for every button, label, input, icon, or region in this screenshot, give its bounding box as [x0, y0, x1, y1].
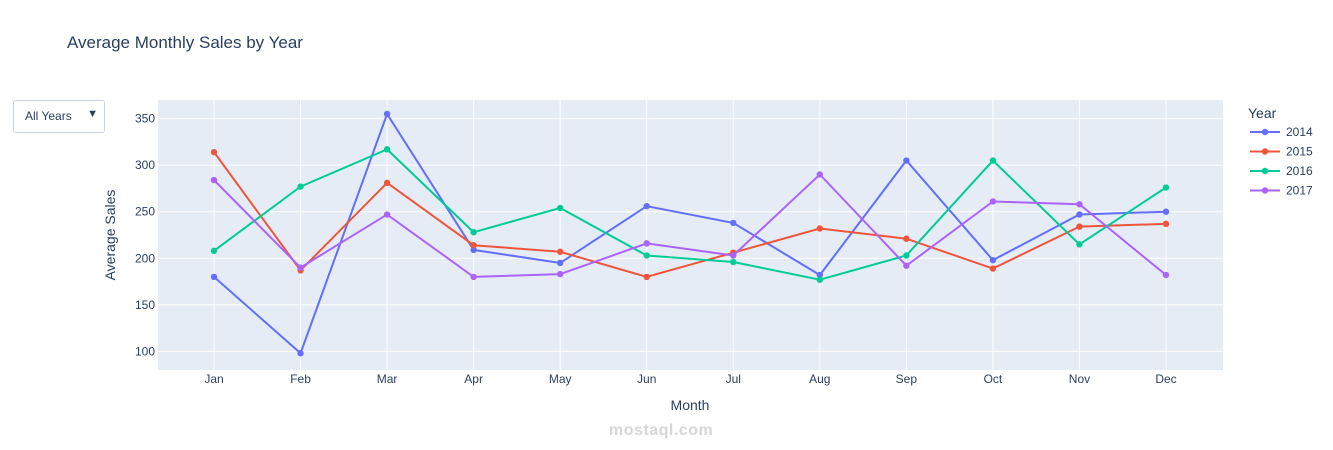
legend-marker	[1261, 167, 1269, 175]
data-point	[989, 265, 997, 272]
y-tick-label: 250	[135, 205, 155, 219]
x-tick-label: Nov	[1069, 372, 1090, 386]
legend-item-2015[interactable]: 2015	[1250, 145, 1313, 159]
series-line-2017	[213, 173, 1167, 278]
legend-item-2016[interactable]: 2016	[1250, 164, 1313, 178]
data-point	[297, 183, 304, 190]
data-point	[816, 225, 824, 232]
data-point	[556, 204, 564, 212]
data-point	[989, 157, 997, 164]
data-point	[816, 271, 824, 279]
y-tick-label: 350	[135, 112, 155, 126]
data-point	[1076, 201, 1083, 208]
data-point	[383, 110, 391, 118]
data-point	[903, 262, 910, 269]
data-point	[470, 273, 477, 281]
x-tick-label: Jul	[726, 372, 741, 386]
data-point	[730, 219, 737, 227]
data-point	[903, 235, 910, 242]
data-point	[383, 146, 391, 153]
watermark: mostaql.com	[609, 422, 714, 439]
x-tick-label: Apr	[464, 372, 483, 386]
data-point	[1162, 271, 1170, 279]
legend-marker	[1261, 128, 1269, 136]
series-line-2014	[213, 111, 1167, 355]
legend-marker	[1261, 148, 1269, 155]
data-point	[730, 258, 737, 266]
data-point	[556, 259, 564, 267]
data-point	[556, 270, 564, 278]
x-axis-title: Month	[671, 397, 710, 413]
data-point	[470, 229, 477, 236]
series-lines	[210, 110, 1170, 357]
x-tick-label: Mar	[377, 372, 398, 386]
data-point	[643, 252, 650, 259]
legend-marker	[1261, 187, 1269, 194]
legend-item-2014[interactable]: 2014	[1250, 125, 1313, 139]
data-point	[1076, 223, 1083, 230]
data-point	[989, 256, 997, 264]
series-2017	[210, 171, 1170, 281]
data-point	[643, 202, 650, 210]
data-point	[1076, 241, 1083, 248]
data-point	[470, 242, 477, 249]
data-point	[1076, 211, 1083, 218]
data-point	[210, 176, 218, 184]
y-axis-title: Average Sales	[102, 190, 118, 281]
legend-label: 2016	[1286, 164, 1313, 178]
y-tick-label: 150	[135, 298, 155, 312]
data-point	[643, 240, 650, 247]
x-tick-label: May	[549, 372, 572, 386]
series-line-2016	[213, 148, 1167, 281]
y-axis: 100 150 200 250 300 350	[135, 112, 155, 359]
data-point	[903, 252, 910, 259]
y-tick-label: 100	[135, 344, 155, 358]
data-point	[1162, 184, 1170, 191]
year-filter-selected-label: All Years	[25, 109, 72, 123]
x-tick-label: Aug	[809, 372, 830, 386]
legend-label: 2014	[1286, 125, 1313, 139]
data-point	[556, 248, 564, 255]
x-tick-label: Jan	[204, 372, 223, 386]
legend-title: Year	[1248, 105, 1277, 121]
x-axis: Jan Feb Mar Apr May Jun Jul Aug Sep Oct Nov Dec	[204, 372, 1176, 386]
data-point	[1162, 220, 1170, 228]
y-tick-label: 300	[135, 158, 155, 172]
data-point	[210, 247, 218, 255]
data-point	[297, 264, 304, 271]
y-tick-label: 200	[135, 251, 155, 265]
data-point	[989, 198, 997, 205]
data-point	[730, 252, 737, 259]
year-filter-dropdown[interactable]: All Years ▼	[13, 100, 105, 133]
data-point	[210, 273, 218, 281]
data-point	[816, 276, 824, 283]
series-line-2015	[213, 151, 1167, 278]
x-tick-label: Feb	[290, 372, 311, 386]
data-point	[210, 148, 218, 156]
legend[interactable]: Year 2014 2015 2016 2017	[1248, 105, 1313, 198]
data-point	[383, 211, 391, 218]
series-2016	[210, 146, 1170, 283]
legend-item-2017[interactable]: 2017	[1250, 184, 1313, 198]
data-point	[383, 179, 391, 187]
chart-title: Average Monthly Sales by Year	[67, 33, 303, 52]
x-tick-label: Oct	[984, 372, 1003, 386]
legend-label: 2017	[1286, 184, 1313, 198]
data-point	[1162, 208, 1170, 215]
series-2014	[210, 110, 1170, 357]
legend-label: 2015	[1286, 145, 1313, 159]
chevron-down-icon: ▼	[87, 108, 98, 120]
data-point	[903, 157, 910, 164]
x-tick-label: Dec	[1155, 372, 1176, 386]
data-point	[643, 273, 650, 281]
x-tick-label: Sep	[896, 372, 918, 386]
data-point	[297, 350, 304, 357]
data-point	[816, 171, 824, 178]
data-point	[470, 246, 477, 254]
x-tick-label: Jun	[637, 372, 656, 386]
